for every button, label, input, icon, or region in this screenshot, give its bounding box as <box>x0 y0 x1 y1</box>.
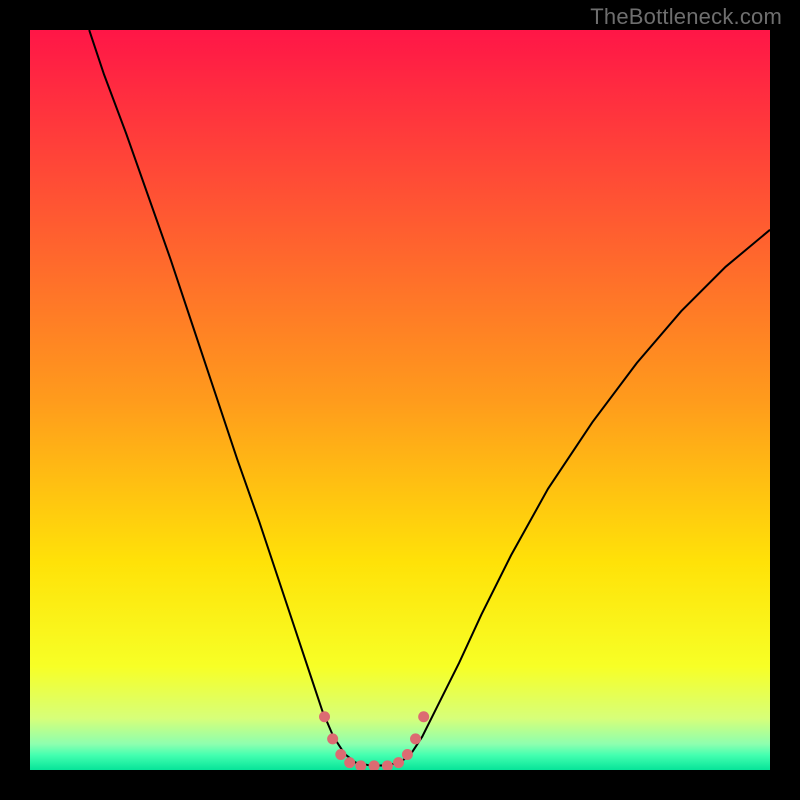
curve-svg <box>30 30 770 770</box>
marker-dot <box>319 711 330 722</box>
watermark-text: TheBottleneck.com <box>590 4 782 30</box>
marker-dot <box>410 733 421 744</box>
marker-dot <box>393 757 404 768</box>
marker-dot <box>327 733 338 744</box>
marker-dot <box>335 749 346 760</box>
plot-area <box>30 30 770 770</box>
main-curve <box>89 30 770 766</box>
marker-dot <box>369 760 380 770</box>
marker-dot <box>418 711 429 722</box>
marker-dot <box>402 749 413 760</box>
dotted-marker-group <box>319 711 429 770</box>
marker-dot <box>382 760 393 770</box>
chart-frame: TheBottleneck.com <box>0 0 800 800</box>
marker-dot <box>344 757 355 768</box>
